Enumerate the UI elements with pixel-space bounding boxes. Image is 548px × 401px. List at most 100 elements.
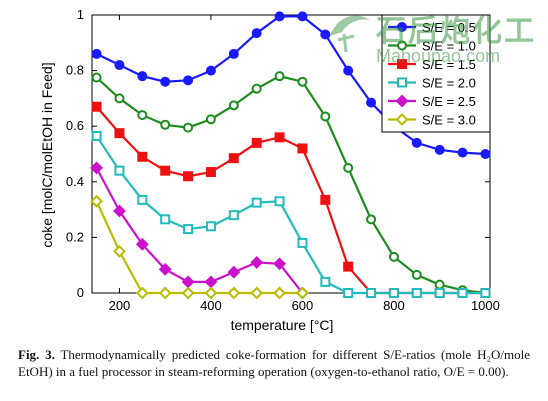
data-point	[113, 244, 126, 258]
data-point	[137, 110, 148, 121]
legend-marker	[397, 59, 407, 69]
data-point	[227, 265, 241, 279]
legend-label: S/E = 2.0	[422, 76, 476, 91]
data-point	[204, 286, 218, 300]
data-point	[434, 279, 445, 290]
data-point	[320, 29, 331, 40]
data-point	[274, 11, 285, 22]
data-point	[160, 76, 171, 87]
data-point	[366, 288, 377, 298]
x-tick-label: 800	[383, 298, 405, 313]
data-point	[274, 196, 285, 207]
data-point	[228, 153, 239, 164]
legend-label: S/E = 1.0	[422, 39, 476, 54]
series-4	[91, 130, 491, 298]
legend-entry: S/E = 3.0	[388, 113, 476, 128]
watermark-url: Mahoupao.com	[376, 46, 501, 66]
series-1	[91, 11, 491, 159]
data-point	[183, 224, 194, 235]
data-point	[205, 65, 216, 76]
series-line	[95, 200, 303, 295]
y-tick-label: 0.2	[66, 229, 84, 244]
legend-label: S/E = 0.5	[422, 20, 476, 35]
watermark-logo-icon	[330, 15, 370, 53]
x-tick-label: 1000	[471, 298, 500, 313]
data-point	[250, 286, 264, 300]
data-point	[297, 143, 308, 154]
data-point	[160, 119, 171, 130]
data-point	[160, 214, 171, 225]
series-6	[90, 194, 309, 300]
legend-entry: S/E = 0.5	[388, 20, 476, 35]
data-point	[434, 144, 445, 155]
data-point	[274, 132, 285, 143]
caption-label: Fig. 3.	[18, 347, 55, 362]
legend-marker	[395, 113, 409, 126]
data-point	[90, 194, 103, 208]
data-point	[137, 151, 148, 162]
data-point	[228, 48, 239, 59]
data-point	[114, 93, 125, 104]
y-tick-label: 0.6	[66, 118, 84, 133]
watermark: 石后炮化工 Mahoupao.com	[318, 4, 548, 72]
legend-marker	[397, 77, 407, 88]
data-point	[251, 137, 262, 148]
data-point	[114, 128, 125, 139]
data-point	[297, 11, 308, 22]
data-point	[137, 194, 148, 205]
data-point	[91, 130, 102, 141]
data-point	[205, 167, 216, 178]
data-point	[204, 275, 218, 289]
data-point	[91, 101, 102, 112]
data-point	[183, 171, 194, 182]
y-tick-label: 0	[77, 285, 84, 300]
data-point	[250, 256, 264, 269]
data-point	[205, 221, 216, 232]
data-point	[434, 288, 445, 298]
legend-entry: S/E = 1.5	[388, 57, 476, 72]
y-tick-label: 0.4	[66, 174, 84, 189]
y-tick-label: 0.8	[66, 63, 84, 78]
data-point	[297, 237, 308, 248]
data-point	[343, 288, 354, 298]
data-point	[388, 251, 399, 262]
legend-label: S/E = 3.0	[422, 113, 476, 128]
coke-formation-chart: 200 400 600 800 1000 0 0.2 0.4 0.6 0.8 1 S/E = 0.5…	[39, 7, 500, 333]
data-point	[181, 286, 195, 300]
data-point	[273, 286, 286, 300]
series-layer	[90, 11, 491, 300]
data-point	[90, 161, 103, 175]
data-point	[480, 288, 491, 298]
legend: S/E = 0.5 S/E = 1.0 S/E = 1.5 S/E = 2.0 S/E …	[381, 14, 491, 133]
data-point	[296, 286, 309, 300]
legend-marker	[397, 22, 407, 32]
figure-caption: Fig. 3. Thermodynamically predicted coke…	[18, 346, 530, 380]
legend-entry: S/E = 1.0	[388, 39, 476, 54]
y-tick-label: 1	[77, 7, 84, 22]
data-point	[297, 76, 308, 87]
data-point	[158, 262, 172, 276]
data-point	[411, 269, 422, 280]
data-point	[91, 72, 102, 83]
data-point	[91, 48, 102, 59]
data-point	[320, 194, 331, 205]
data-point	[366, 214, 377, 225]
data-point	[135, 237, 149, 251]
data-point	[273, 257, 286, 271]
data-point	[183, 75, 194, 86]
data-point	[388, 288, 399, 298]
legend-label: S/E = 2.5	[422, 94, 476, 109]
x-tick-label: 600	[292, 298, 314, 313]
data-point	[320, 276, 331, 287]
data-point	[158, 286, 172, 300]
legend-label: S/E = 1.5	[422, 57, 476, 72]
data-point	[251, 197, 262, 208]
legend-box	[381, 14, 491, 133]
data-point	[457, 147, 468, 158]
data-point	[366, 97, 377, 108]
data-point	[228, 100, 239, 111]
legend-entry: S/E = 2.5	[388, 94, 476, 109]
data-point	[411, 137, 422, 148]
data-point	[114, 165, 125, 176]
data-point	[183, 122, 194, 133]
